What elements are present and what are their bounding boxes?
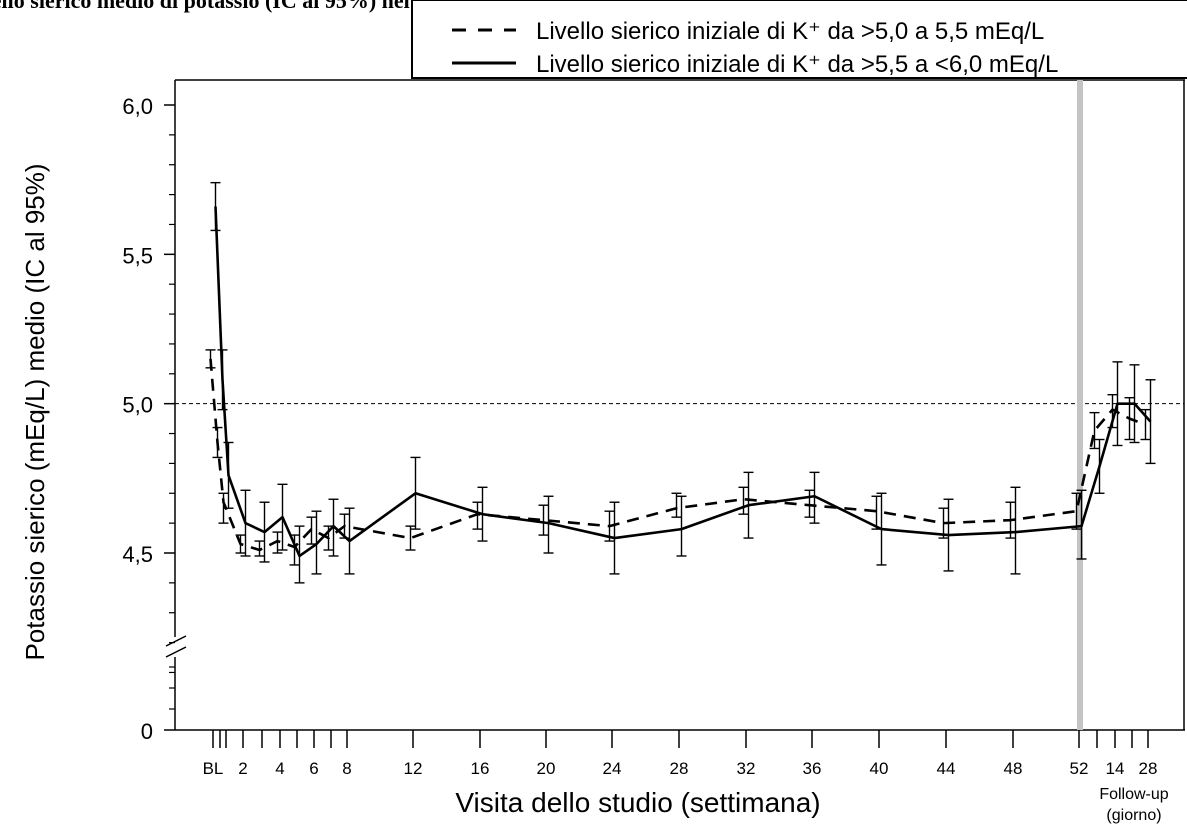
x-tick-label: 36 (803, 759, 822, 778)
axis-break-mark-top (165, 635, 187, 647)
plot-frame (165, 79, 1185, 731)
x-tick-label: 28 (1139, 759, 1158, 778)
x-tick-label: 20 (537, 759, 556, 778)
x-tick-label: 12 (404, 759, 423, 778)
x-tick-label: 6 (309, 759, 318, 778)
legend-label-series-1: Livello sierico iniziale di K⁺ da >5,0 a… (536, 18, 1044, 45)
axis-break-mark-bottom (165, 646, 187, 658)
x-tick-label: 14 (1106, 759, 1125, 778)
y-axis-ticks: 6,0 5,5 5,0 4,5 0 (122, 94, 175, 744)
legend-box (411, 0, 1187, 79)
series-line-dashed (209, 358, 1146, 552)
x-tick-label: 44 (937, 759, 956, 778)
x-axis-ticks: BL 2 4 6 8 12 16 20 24 28 32 36 40 44 48 52 14 28 (203, 730, 1158, 778)
x-tick-label: 48 (1004, 759, 1023, 778)
x-tick-label: 24 (603, 759, 622, 778)
x-tick-label: 28 (670, 759, 689, 778)
followup-label: Follow-up (1099, 786, 1168, 803)
x-tick-label: 16 (471, 759, 490, 778)
x-tick-label: 40 (870, 759, 889, 778)
x-tick-label: 52 (1070, 759, 1089, 778)
y-tick-label: 5,5 (122, 243, 153, 268)
x-axis-title: Visita dello studio (settimana) (455, 787, 820, 818)
legend: Livello sierico iniziale di K⁺ da >5,0 a… (411, 0, 1187, 79)
y-axis-title: Potassio sierico (mEq/L) medio (IC al 95… (20, 163, 50, 660)
y-tick-label: 6,0 (122, 94, 153, 119)
x-tick-label: BL (203, 759, 224, 778)
y-tick-label: 0 (141, 719, 153, 744)
reference-line-group (175, 80, 1184, 730)
chart-title: Livello sierico medio di potassio (IC al… (0, 0, 474, 13)
series-group (205, 181, 1156, 584)
x-tick-label: 32 (737, 759, 756, 778)
x-tick-label: 2 (238, 759, 247, 778)
x-tick-label: 4 (275, 759, 284, 778)
series-line-solid (214, 206, 1152, 558)
followup-unit-label: (giorno) (1106, 807, 1161, 824)
x-tick-label: 8 (342, 759, 351, 778)
legend-label-series-2: Livello sierico iniziale di K⁺ da >5,5 a… (536, 51, 1058, 78)
y-tick-label: 5,0 (122, 393, 153, 418)
y-tick-label: 4,5 (122, 542, 153, 567)
